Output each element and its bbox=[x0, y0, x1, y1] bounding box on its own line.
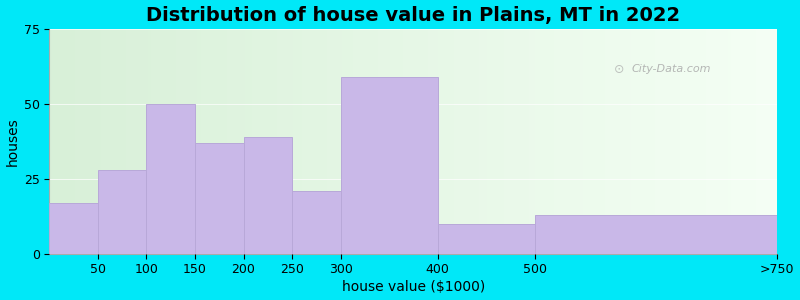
Bar bbox=[146, 104, 195, 254]
Bar bbox=[243, 137, 292, 254]
Bar bbox=[98, 170, 146, 254]
Title: Distribution of house value in Plains, MT in 2022: Distribution of house value in Plains, M… bbox=[146, 6, 680, 25]
Bar bbox=[292, 190, 341, 254]
Bar bbox=[195, 143, 243, 254]
Text: City-Data.com: City-Data.com bbox=[632, 64, 711, 74]
Y-axis label: houses: houses bbox=[6, 117, 19, 166]
Bar bbox=[534, 214, 777, 254]
Bar bbox=[50, 202, 98, 253]
Bar bbox=[438, 224, 534, 254]
Text: ⊙: ⊙ bbox=[614, 63, 624, 76]
Bar bbox=[341, 77, 438, 254]
X-axis label: house value ($1000): house value ($1000) bbox=[342, 280, 485, 294]
